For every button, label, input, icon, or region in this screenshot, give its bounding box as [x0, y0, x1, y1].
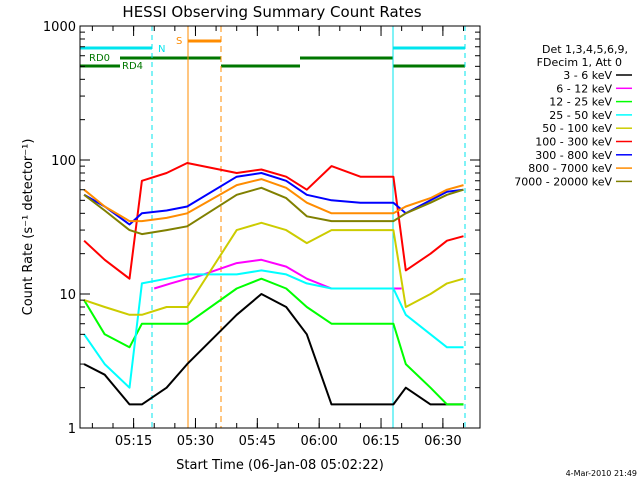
flag-label-n: N [158, 44, 165, 55]
series-line-8 [83, 178, 464, 223]
x-tick-label: 05:30 [177, 434, 214, 449]
legend-header-2: FDecim 1, Att 0 [537, 56, 622, 69]
legend: Det 1,3,4,5,6,9, FDecim 1, Att 0 3 - 6 k… [514, 43, 632, 188]
footer-date: 4-Mar-2010 21:49 [566, 469, 637, 478]
legend-entry-label: 300 - 800 keV [535, 149, 612, 162]
series-line-3 [83, 277, 464, 406]
series-line-6 [83, 162, 464, 280]
plot-frame [79, 25, 481, 429]
x-axis-label: Start Time (06-Jan-08 05:02:22) [176, 458, 384, 473]
legend-entry-label: 50 - 100 keV [542, 122, 612, 135]
x-tick-label: 05:45 [239, 434, 276, 449]
y-tick-label: 1 [68, 422, 76, 437]
axes: 1 10 100 1000 05:15 05:30 05:45 06:00 06:15 06:30 [43, 20, 481, 449]
y-axis-label: Count Rate (s⁻¹ detector⁻¹) [21, 139, 36, 316]
chart-title: HESSI Observing Summary Count Rates [122, 3, 421, 21]
flag-label-s: S [176, 36, 182, 47]
series-line-4 [83, 269, 464, 389]
x-tick-label: 05:15 [115, 434, 152, 449]
legend-header-1: Det 1,3,4,5,6,9, [542, 43, 628, 56]
plot-background [80, 26, 480, 428]
legend-entry-label: 12 - 25 keV [549, 96, 612, 109]
x-tick-label: 06:30 [424, 434, 461, 449]
series-line-5 [83, 221, 464, 316]
legend-entry-label: 800 - 7000 keV [528, 162, 612, 175]
y-tick-label: 100 [51, 154, 76, 169]
legend-entry-label: 25 - 50 keV [549, 109, 612, 122]
x-tick-label: 06:15 [362, 434, 399, 449]
legend-entry-label: 100 - 300 keV [535, 136, 612, 149]
series-line-1 [83, 293, 464, 406]
legend-entry-label: 7000 - 20000 keV [514, 175, 612, 188]
plot-area [80, 26, 480, 428]
flag-label-rd4: RD4 [122, 61, 143, 72]
legend-entry-label: 3 - 6 keV [563, 69, 612, 82]
y-tick-label: 1000 [43, 20, 76, 35]
legend-entry-label: 6 - 12 keV [556, 82, 612, 95]
y-tick-label: 10 [59, 288, 76, 303]
series-marks: NS RD0 RD4 [80, 26, 466, 428]
series-line-9 [83, 186, 464, 236]
flag-label-rd0: RD0 [89, 53, 110, 64]
x-tick-label: 06:00 [300, 434, 337, 449]
